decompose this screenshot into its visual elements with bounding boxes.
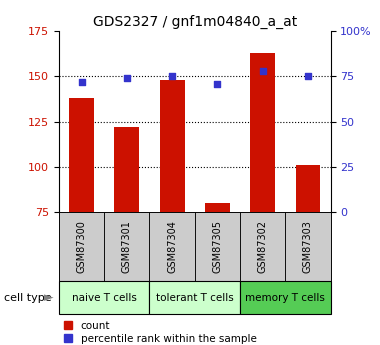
Legend: count, percentile rank within the sample: count, percentile rank within the sample (64, 321, 256, 344)
Text: GSM87303: GSM87303 (303, 220, 313, 273)
Title: GDS2327 / gnf1m04840_a_at: GDS2327 / gnf1m04840_a_at (93, 14, 297, 29)
Text: GSM87301: GSM87301 (122, 220, 132, 273)
Point (124, 75, 130, 81)
Bar (205, 203, 230, 212)
Bar (296, 165, 320, 212)
Bar (149, 281, 240, 314)
Bar (59, 212, 104, 281)
Text: GSM87302: GSM87302 (258, 220, 268, 273)
Text: GSM87300: GSM87300 (76, 220, 87, 273)
Text: ►: ► (44, 291, 53, 304)
Point (305, 73, 311, 79)
Bar (250, 53, 275, 212)
Point (79, 79, 85, 85)
Text: memory T cells: memory T cells (245, 293, 325, 303)
Bar (240, 281, 331, 314)
Text: naive T cells: naive T cells (72, 293, 137, 303)
Text: tolerant T cells: tolerant T cells (156, 293, 234, 303)
Point (169, 73, 175, 79)
Bar (59, 281, 149, 314)
Bar (195, 212, 240, 281)
Bar (69, 98, 94, 212)
Bar (149, 212, 195, 281)
Point (214, 81, 220, 86)
Bar (240, 212, 285, 281)
Bar (160, 80, 185, 212)
Text: GSM87304: GSM87304 (167, 220, 177, 273)
Point (260, 68, 266, 74)
Text: GSM87305: GSM87305 (212, 220, 222, 273)
Bar (114, 127, 139, 212)
Bar (285, 212, 331, 281)
Text: cell type: cell type (4, 293, 51, 303)
Bar (104, 212, 149, 281)
